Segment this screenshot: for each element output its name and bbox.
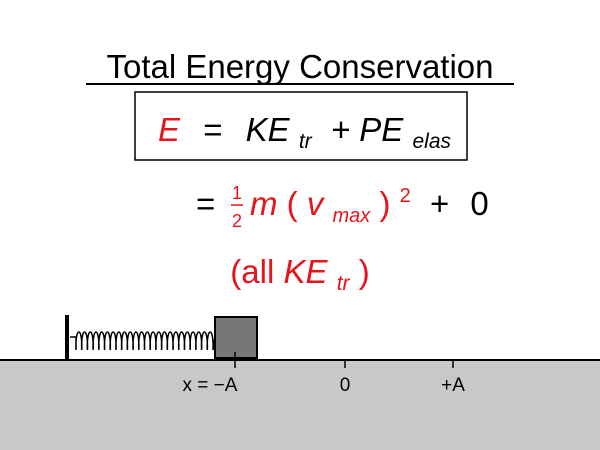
note-close: ): [359, 253, 370, 290]
pe-symbol: + PE: [331, 111, 404, 148]
close-paren: ): [379, 185, 390, 222]
note-ke: KE: [283, 253, 328, 290]
position-label: +A: [441, 375, 465, 396]
exponent: 2: [400, 185, 411, 207]
pe-subscript: elas: [412, 130, 451, 153]
open-paren: (: [287, 185, 298, 222]
fraction-denominator: 2: [232, 211, 242, 231]
position-label: 0: [340, 375, 351, 396]
position-label: x = −A: [183, 375, 238, 396]
ground: [0, 360, 600, 450]
title: Total Energy Conservation: [106, 48, 493, 85]
ke-subscript: tr: [299, 130, 313, 153]
mass-symbol: m: [250, 185, 278, 222]
equals-2: =: [196, 185, 215, 222]
note-subscript: tr: [337, 272, 351, 295]
note-open: (all: [230, 253, 283, 290]
velocity-symbol: v: [307, 185, 326, 222]
zero: 0: [470, 185, 488, 222]
equation-box: [134, 91, 468, 161]
equals: =: [203, 111, 222, 148]
energy-symbol: E: [158, 111, 181, 148]
ke-symbol: KE: [246, 111, 291, 148]
velocity-subscript: max: [333, 205, 372, 227]
fraction-numerator: 1: [232, 183, 242, 203]
plus: +: [430, 185, 449, 222]
equation-1: E = KE tr + PE elas: [158, 111, 452, 155]
block: [214, 316, 258, 359]
note: (all KE tr ): [230, 253, 369, 297]
equation-2: m ( v max ) 2 + 0: [250, 172, 489, 229]
spring: [70, 331, 216, 351]
